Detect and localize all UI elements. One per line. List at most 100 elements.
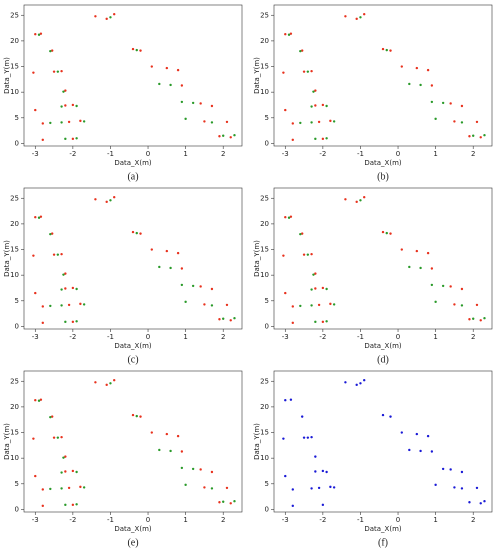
point — [64, 455, 67, 458]
point — [314, 455, 317, 458]
point — [344, 198, 347, 201]
point — [41, 122, 44, 125]
x-tick-label: -3 — [282, 516, 289, 524]
x-tick-label: -3 — [282, 333, 289, 341]
point — [289, 215, 293, 218]
point — [180, 100, 184, 104]
y-tick-label: 5 — [15, 297, 19, 305]
y-tick-label: 20 — [260, 403, 269, 411]
point — [165, 432, 169, 436]
point — [169, 449, 172, 453]
y-tick-label: 20 — [260, 37, 269, 45]
y-tick-label: 25 — [260, 194, 269, 202]
plot-frame — [23, 4, 243, 147]
point — [325, 470, 328, 474]
point — [199, 285, 202, 288]
point — [332, 303, 336, 306]
point — [41, 488, 44, 491]
point — [105, 17, 108, 21]
point — [218, 135, 221, 138]
point — [289, 398, 293, 401]
point — [317, 303, 321, 307]
point — [34, 33, 37, 36]
point — [225, 120, 229, 124]
point — [475, 303, 479, 307]
point — [49, 415, 52, 419]
x-tick-label: -2 — [319, 150, 326, 158]
point — [408, 448, 411, 452]
point — [310, 252, 313, 256]
y-tick-label: 10 — [10, 271, 19, 279]
point — [284, 33, 287, 36]
x-axis-label: Data_X(m) — [364, 342, 402, 350]
x-tick-label: -1 — [107, 333, 114, 341]
point — [71, 503, 75, 507]
point — [314, 272, 317, 275]
point — [483, 134, 486, 137]
x-axis-label: Data_X(m) — [114, 342, 152, 350]
point — [400, 65, 403, 68]
y-tick-label: 15 — [260, 63, 269, 71]
point — [75, 287, 78, 291]
point — [453, 486, 456, 489]
y-axis-label: Data_Y(m) — [3, 423, 11, 460]
caption: (d) — [377, 354, 389, 365]
point — [41, 305, 44, 308]
y-axis-label: Data_Y(m) — [3, 240, 11, 277]
point — [291, 138, 294, 142]
x-axis-label: Data_X(m) — [364, 159, 402, 167]
point — [82, 120, 86, 123]
x-tick-label: 2 — [221, 150, 225, 158]
x-tick-label: -1 — [357, 333, 364, 341]
point — [441, 101, 445, 105]
plot-frame — [273, 370, 493, 513]
point — [34, 291, 37, 295]
point — [299, 121, 302, 125]
x-axis-label: Data_X(m) — [364, 525, 402, 533]
point — [135, 231, 138, 235]
point — [312, 273, 315, 276]
point — [75, 470, 78, 474]
point — [60, 252, 63, 256]
point — [310, 304, 313, 307]
point — [419, 266, 422, 270]
point — [32, 437, 35, 440]
point — [60, 288, 63, 291]
point — [321, 103, 325, 107]
point — [41, 138, 44, 142]
point — [199, 102, 202, 105]
point — [441, 467, 445, 471]
point — [210, 287, 214, 291]
point — [34, 474, 37, 478]
x-tick-label: -1 — [107, 150, 114, 158]
point — [332, 120, 336, 123]
caption: (f) — [378, 537, 388, 548]
point — [385, 48, 388, 52]
point — [158, 265, 161, 269]
point — [291, 321, 294, 325]
point — [314, 320, 317, 324]
point — [312, 90, 315, 93]
point — [229, 319, 232, 322]
point — [109, 382, 112, 385]
point — [468, 318, 471, 321]
point — [460, 104, 464, 108]
point — [64, 320, 67, 324]
point — [71, 137, 75, 141]
point — [291, 488, 294, 491]
x-tick-label: -3 — [32, 516, 39, 524]
point — [82, 303, 86, 306]
y-tick-label: 20 — [10, 220, 19, 228]
point — [158, 448, 161, 452]
x-tick-label: 0 — [146, 333, 150, 341]
point — [329, 302, 332, 306]
point — [150, 248, 153, 251]
point — [453, 303, 456, 306]
point — [82, 486, 86, 489]
point — [79, 119, 82, 123]
point — [139, 232, 142, 235]
y-tick-label: 5 — [265, 297, 269, 305]
point — [191, 101, 195, 105]
point — [131, 230, 135, 234]
point — [218, 318, 221, 321]
